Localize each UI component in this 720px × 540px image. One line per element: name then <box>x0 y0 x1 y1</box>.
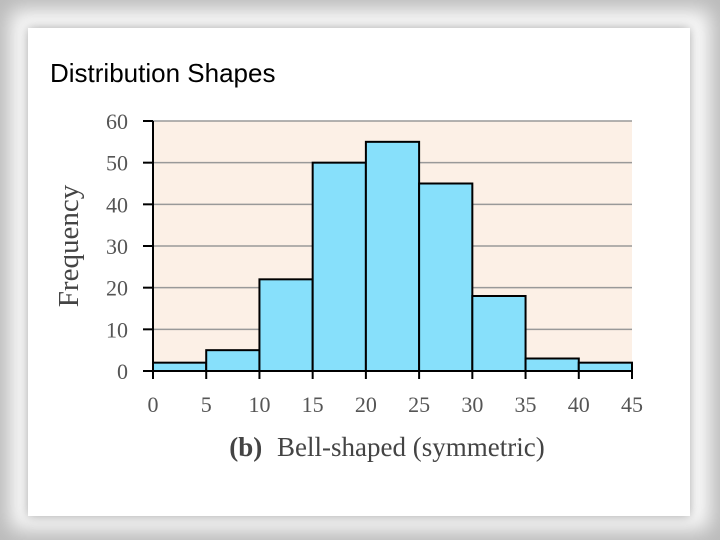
y-tick-label: 10 <box>106 317 128 342</box>
x-axis-ticks: 0 5 10 15 20 25 30 35 40 45 <box>148 371 643 417</box>
y-tick-label: 60 <box>106 109 128 134</box>
x-tick-label: 15 <box>302 392 324 417</box>
x-tick-label: 20 <box>355 392 377 417</box>
histogram-bar <box>524 357 580 372</box>
y-axis-label: Frequency <box>53 184 85 307</box>
histogram-bar <box>205 349 261 372</box>
y-tick-label: 50 <box>106 151 128 176</box>
histogram-chart: 0 10 20 30 40 50 60 0 5 10 15 20 25 30 35 40 45 Frequen… <box>53 109 643 462</box>
y-tick-label: 40 <box>106 192 128 217</box>
slide: Distribution Shapes 0 10 20 30 40 50 60 0 5 10 15… <box>28 28 690 516</box>
y-axis-ticks: 0 10 20 30 40 50 60 <box>106 109 153 384</box>
x-tick-label: 5 <box>201 392 212 417</box>
slide-title: Distribution Shapes <box>50 58 276 88</box>
x-tick-label: 40 <box>568 392 590 417</box>
histogram-bar <box>471 295 527 372</box>
y-tick-label: 20 <box>106 276 128 301</box>
y-tick-label: 0 <box>117 359 128 384</box>
x-tick-label: 10 <box>248 392 270 417</box>
x-tick-label: 30 <box>461 392 483 417</box>
histogram-bar <box>418 182 474 372</box>
caption-text: Bell-shaped (symmetric) <box>277 432 545 462</box>
histogram-bar <box>258 278 314 372</box>
x-tick-label: 45 <box>621 392 643 417</box>
x-tick-label: 0 <box>148 392 159 417</box>
histogram-bar <box>364 140 421 373</box>
y-tick-label: 30 <box>106 234 128 259</box>
x-tick-label: 25 <box>408 392 430 417</box>
histogram-bar <box>152 361 208 372</box>
histogram-bar <box>311 161 367 372</box>
x-tick-label: 35 <box>515 392 537 417</box>
histogram-bar <box>577 361 633 372</box>
caption-label: (b) <box>229 432 262 462</box>
chart-caption: (b) Bell-shaped (symmetric) <box>229 432 544 462</box>
